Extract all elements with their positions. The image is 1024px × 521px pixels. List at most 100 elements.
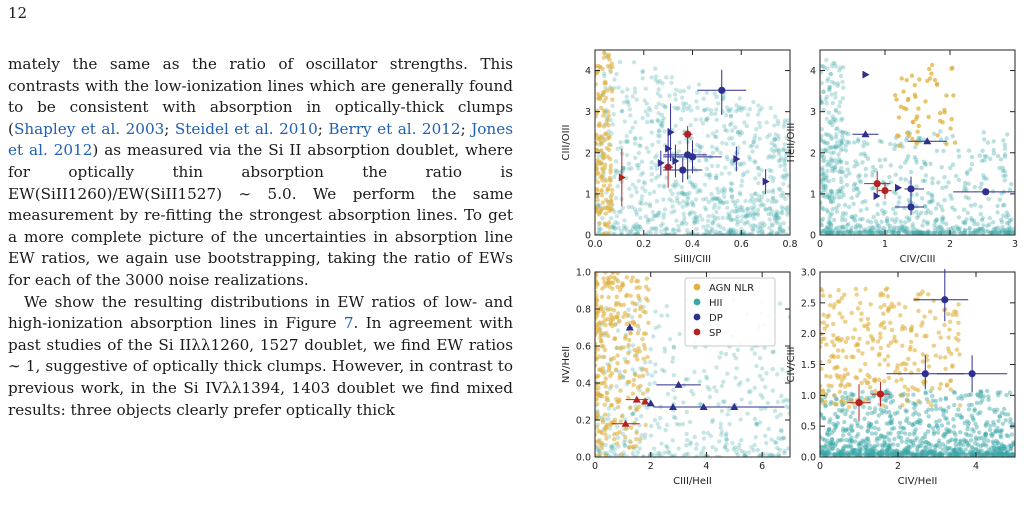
x-tick-label: 4 [973,461,979,472]
data-point-sp [682,126,693,143]
data-point-dp [689,403,785,411]
x-axis-label: SiIII/CIII [674,254,711,265]
body-text-column: mately the same as the ratio of oscillat… [8,54,513,421]
legend-marker-sp [693,328,701,336]
y-tick-label: 1.0 [576,268,591,279]
y-tick-label: 0 [810,231,816,242]
legend-label: SP [709,328,721,339]
y-tick-label: 1 [810,189,816,200]
axes-frame [819,49,1016,236]
x-tick-label: 0 [817,461,823,472]
text-run: We show the resulting distributions in E… [8,292,513,333]
data-point-sp [641,397,650,405]
x-tick-label: 4 [703,461,709,472]
data-point-sp [611,419,640,427]
citation-link[interactable]: Berry et al. 2012 [328,119,461,138]
data-point-dp [895,183,902,192]
paragraph-1: mately the same as the ratio of oscillat… [8,54,513,292]
model-point-cloud [820,57,1015,235]
panel-bl: 0 2 4 6 0.0 0.2 0.4 0.6 0.8 1.0 CIII/HeII NV/HeII AG… [561,268,791,487]
data-point-dp [937,355,1008,393]
x-tick-label: 0 [817,239,823,250]
text-run: mately the same as the ratio of oscillat… [8,55,513,138]
x-tick-label: 0.4 [685,239,700,250]
data-point-sp [847,384,871,422]
model-point-cloud [820,286,1015,457]
data-point-dp [904,176,924,202]
y-tick-label: 1 [585,189,591,200]
data-point-dp [894,198,924,216]
data-point-dp [646,399,655,407]
citation-link[interactable]: Shapley et al. 2003 [13,119,165,138]
data-point-dp [873,191,881,200]
y-tick-label: 2 [810,148,816,159]
data-point-dp [625,323,634,331]
data-point-sp [864,171,891,196]
y-tick-label: 3.0 [801,268,816,279]
data-point-dp [665,128,673,170]
x-tick-label: 0.2 [636,239,651,250]
y-tick-label: 0.2 [576,416,591,427]
x-tick-label: 3 [1012,239,1018,250]
page-number: 12 [8,4,28,22]
legend-label: AGN NLR [709,283,754,294]
axes-frame [594,271,791,458]
data-point-dp [663,140,722,174]
legend-marker-hii [693,298,701,306]
x-tick-label: 1 [882,239,888,250]
data-point-dp [653,403,693,411]
y-tick-label: 1.0 [801,391,816,402]
text-run: ; [460,119,472,138]
y-tick-label: 4 [585,66,591,77]
data-point-dp [953,188,1015,196]
y-tick-label: 4 [810,66,816,77]
y-tick-label: 0.4 [576,379,591,390]
x-tick-label: 0 [592,461,598,472]
x-tick-label: 0.6 [734,239,749,250]
y-tick-label: 0.0 [576,453,591,464]
x-axis-label: CIV/HeII [898,476,938,487]
x-tick-label: 0.8 [782,239,797,250]
text-run: ; [317,119,329,138]
y-tick-label: 3 [585,107,591,118]
panel-tr: 0 1 2 3 0 1 2 3 4 CIV/CIII HeII/OIII [786,49,1018,265]
y-tick-label: 0 [585,231,591,242]
data-point-dp [667,103,675,161]
y-tick-label: 0.0 [801,453,816,464]
figure-7-ratio-diagrams: 0.0 0.2 0.4 0.6 0.8 0 1 2 3 4 SiIII/CIII CIII/OIII 0… [545,40,1020,500]
citation-link[interactable]: Steidel et al. 2010 [174,119,318,138]
legend: AGN NLR HII DP SP [684,277,776,347]
figure-svg: 0.0 0.2 0.4 0.6 0.801234SiIII/CIIICIII/OIII0… [561,49,1018,487]
citation-link[interactable]: 7 [343,314,354,333]
x-tick-label: 2 [895,461,901,472]
data-point-dp [852,130,879,138]
data-point-dp [733,146,741,172]
legend-label: DP [709,313,723,324]
legend-marker-agn [693,283,701,291]
y-tick-label: 1.5 [801,360,816,371]
x-tick-label: 0.0 [587,239,602,250]
y-tick-label: 0.8 [576,305,591,316]
data-point-dp [913,268,969,322]
data-point-dp [657,150,665,176]
y-tick-label: 2 [585,148,591,159]
text-run: . In agreement with past studies of the … [8,314,514,419]
x-axis-label: CIV/CIII [900,254,936,265]
text-run: ; [164,119,175,138]
y-axis-label: CIV/CIII [786,347,797,383]
panel-tl: 0.0 0.2 0.4 0.6 0.8 0 1 2 3 4 SiIII/CIII CIII/OIII [561,49,798,265]
data-point-sp [618,148,626,207]
data-point-sp [870,381,891,407]
data-point-dp [663,157,703,183]
x-tick-label: 6 [759,461,765,472]
data-point-dp [762,169,770,194]
y-tick-label: 3 [810,107,816,118]
legend-label: HII [709,298,722,309]
y-tick-label: 2.5 [801,298,816,309]
y-tick-label: 0.5 [801,422,816,433]
x-tick-label: 2 [648,461,654,472]
data-point-sp [878,182,892,199]
y-axis-label: NV/HeII [561,346,572,383]
citation-link[interactable]: Jones et al. 2012 [8,119,513,160]
y-axis-label: HeII/OIII [786,123,797,163]
